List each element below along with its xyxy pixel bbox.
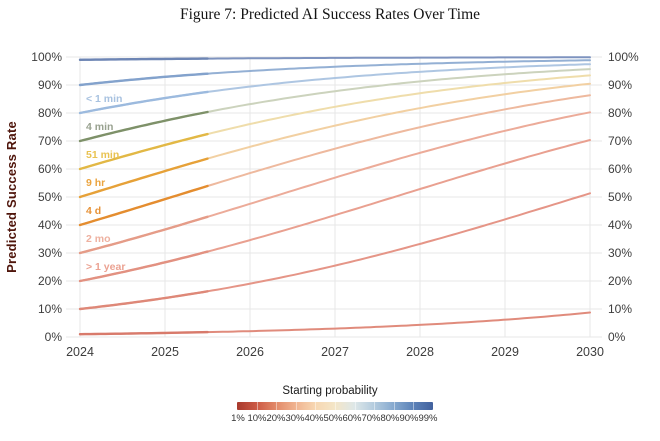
legend-colorbar bbox=[237, 402, 433, 410]
y-tick-label-left: 50% bbox=[38, 190, 62, 204]
series-observed-segment-80pct bbox=[78, 90, 209, 115]
legend-tick-label: 40% bbox=[304, 413, 324, 424]
y-tick-label-left: 100% bbox=[31, 50, 62, 64]
y-tick-label-right: 50% bbox=[608, 190, 632, 204]
series-label-30pct: 2 mo bbox=[86, 233, 111, 245]
x-tick-label: 2024 bbox=[66, 345, 94, 359]
legend-tick-label: 99% bbox=[418, 413, 438, 424]
series-label-20pct: > 1 year bbox=[86, 261, 125, 273]
series-label-50pct: 9 hr bbox=[86, 177, 105, 189]
colorbar-notch bbox=[295, 402, 297, 410]
series-observed-segment-50pct bbox=[78, 157, 209, 199]
series-observed-segment-10pct bbox=[78, 290, 209, 311]
x-tick-label: 2025 bbox=[151, 345, 179, 359]
series-observed-segment-90pct bbox=[78, 72, 209, 87]
y-tick-label-right: 30% bbox=[608, 246, 632, 260]
y-tick-label-left: 60% bbox=[38, 162, 62, 176]
y-tick-label-left: 90% bbox=[38, 78, 62, 92]
series-observed-segment-99pct bbox=[78, 57, 209, 61]
colorbar-notch bbox=[256, 402, 258, 410]
series-observed-segment-20pct bbox=[78, 250, 209, 283]
legend-tick-label: 70% bbox=[361, 413, 381, 424]
y-tick-label-left: 10% bbox=[38, 302, 62, 316]
colorbar-notch bbox=[354, 402, 356, 410]
y-tick-label-right: 0% bbox=[608, 330, 626, 344]
series-label-70pct: 4 min bbox=[86, 121, 113, 133]
series-observed-segment-30pct bbox=[78, 215, 209, 255]
legend-tick-label: 1% bbox=[231, 413, 245, 424]
colorbar-notch bbox=[335, 402, 336, 410]
y-tick-label-left: 40% bbox=[38, 218, 62, 232]
chart-plot-area: 100% 100% 90% 90% 80% 80% 70% 70% 60% 60% 50% 50% 40… bbox=[31, 50, 639, 359]
legend-tick-label: 30% bbox=[285, 413, 305, 424]
y-tick-label-left: 70% bbox=[38, 134, 62, 148]
x-tick-label: 2027 bbox=[321, 345, 349, 359]
series-observed-segment-40pct bbox=[78, 184, 209, 227]
y-tick-label-right: 10% bbox=[608, 302, 632, 316]
x-tick-label: 2029 bbox=[491, 345, 519, 359]
figure-title: Figure 7: Predicted AI Success Rates Ove… bbox=[179, 6, 481, 23]
y-tick-label-right: 100% bbox=[608, 50, 639, 64]
y-tick-label-right: 80% bbox=[608, 106, 632, 120]
y-tick-label-right: 40% bbox=[608, 218, 632, 232]
legend-tick-label: 50% bbox=[323, 413, 343, 424]
legend-tick-label: 80% bbox=[380, 413, 400, 424]
series-observed-segment-60pct bbox=[78, 132, 209, 171]
colorbar-notch bbox=[393, 402, 395, 410]
colorbar-notch bbox=[276, 402, 278, 410]
colorbar-notch bbox=[315, 402, 317, 410]
series-label-60pct: 51 min bbox=[86, 149, 119, 161]
legend-tick-label: 10% bbox=[247, 413, 267, 424]
series-observed-segment-70pct bbox=[78, 110, 209, 143]
y-tick-label-left: 0% bbox=[45, 330, 63, 344]
y-tick-label-right: 90% bbox=[608, 78, 632, 92]
legend-tick-label: 20% bbox=[266, 413, 286, 424]
y-tick-label-right: 70% bbox=[608, 134, 632, 148]
y-tick-label-right: 60% bbox=[608, 162, 632, 176]
legend-tick-label: 90% bbox=[399, 413, 419, 424]
series-label-80pct: < 1 min bbox=[86, 93, 122, 105]
y-tick-label-right: 20% bbox=[608, 274, 632, 288]
x-tick-label: 2028 bbox=[406, 345, 434, 359]
series-label-40pct: 4 d bbox=[86, 205, 101, 217]
colorbar-notch bbox=[374, 402, 376, 410]
x-tick-label: 2030 bbox=[576, 345, 604, 359]
legend-title: Starting probability bbox=[282, 385, 378, 397]
y-tick-label-left: 80% bbox=[38, 106, 62, 120]
x-tick-label: 2026 bbox=[236, 345, 264, 359]
series-observed-segment-1pct bbox=[78, 330, 209, 336]
y-tick-label-left: 30% bbox=[38, 246, 62, 260]
colorbar-notch bbox=[413, 402, 415, 410]
legend-tick-label: 60% bbox=[342, 413, 362, 424]
y-tick-label-left: 20% bbox=[38, 274, 62, 288]
